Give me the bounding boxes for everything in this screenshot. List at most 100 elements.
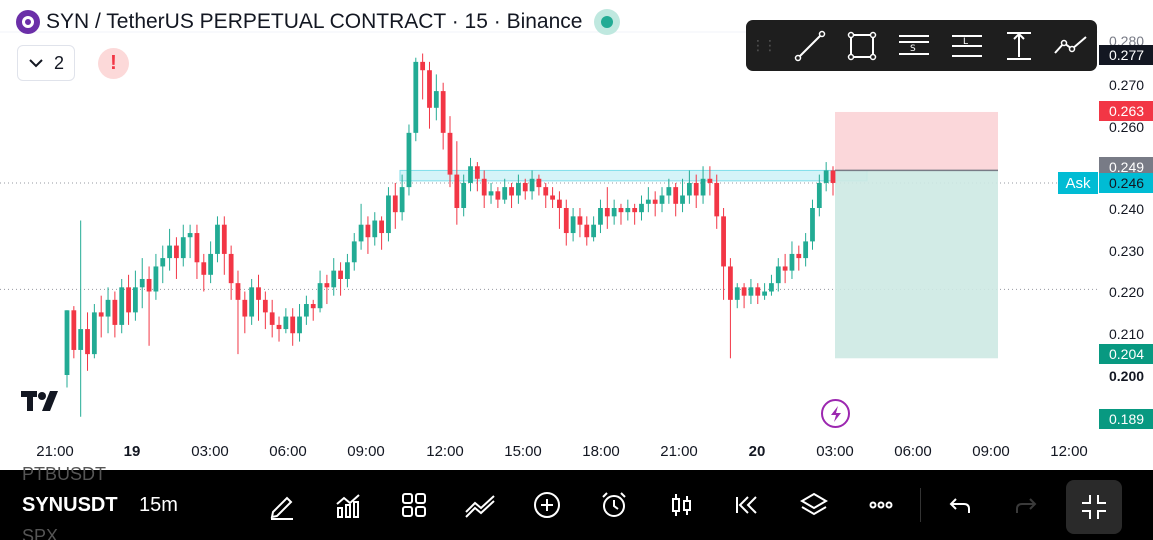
candle-body <box>392 195 398 213</box>
symbol-title: SYN / TetherUS PERPETUAL CONTRACT · 15 ·… <box>46 10 583 33</box>
ask-price-label: 0.246 <box>1099 173 1153 193</box>
candle-body <box>454 174 460 208</box>
candles-icon[interactable] <box>663 487 699 523</box>
tradingview-logo[interactable] <box>20 388 64 421</box>
candle-body <box>78 329 84 350</box>
alarm-clock-icon[interactable] <box>596 487 632 523</box>
candle-body <box>673 187 679 204</box>
candle-body <box>187 233 193 238</box>
candle-body <box>386 195 391 234</box>
candle-body <box>105 299 111 317</box>
candle-body <box>269 312 275 325</box>
alert-icon[interactable]: ! <box>98 48 129 79</box>
candle-body <box>789 253 795 271</box>
lightning-icon[interactable] <box>821 399 850 428</box>
candle-body <box>64 310 70 375</box>
candle-body <box>474 166 480 179</box>
price-chart[interactable] <box>0 0 1153 470</box>
candle-body <box>317 283 323 309</box>
candle-body <box>283 316 289 330</box>
price-range-icon[interactable] <box>993 20 1045 71</box>
market-open-icon[interactable] <box>594 9 621 35</box>
time-label-day: 20 <box>748 443 766 460</box>
last-price-label: 0.277 <box>1099 45 1153 65</box>
time-label: 09:00 <box>972 443 1010 460</box>
candle-body <box>625 208 631 213</box>
more-icon[interactable] <box>863 487 899 523</box>
exit-fullscreen-icon[interactable] <box>1066 480 1122 534</box>
candle-body <box>522 182 528 192</box>
stop-loss-price-label: 0.263 <box>1099 101 1153 121</box>
candle-body <box>427 70 432 108</box>
candle-body <box>132 287 138 313</box>
path-icon[interactable] <box>1045 20 1097 71</box>
candle-body <box>680 195 685 204</box>
drag-handle-icon[interactable]: ⋮⋮ <box>751 37 777 53</box>
layers-icon[interactable] <box>796 487 832 523</box>
candle-body <box>91 312 97 355</box>
price-tick: 0.200 <box>1109 368 1145 384</box>
candle-body <box>345 262 350 279</box>
candle-body <box>816 182 822 208</box>
time-label: 09:00 <box>347 443 385 460</box>
candle-body <box>755 287 761 296</box>
candle-body <box>379 220 385 234</box>
indicators-icon[interactable] <box>330 487 366 523</box>
time-label: 21:00 <box>36 443 74 460</box>
long-position-icon[interactable]: L <box>941 20 993 71</box>
bottom-toolbar: PTBUSDT SYNUSDT SPX 15m <box>0 464 1153 540</box>
candle-body <box>639 203 644 213</box>
candle-body <box>536 178 542 188</box>
candle-body <box>611 208 617 217</box>
candle-body <box>112 299 118 325</box>
candle-body <box>502 187 508 200</box>
chart-area[interactable]: SYN / TetherUS PERPETUAL CONTRACT · 15 ·… <box>0 0 1153 470</box>
candle-body <box>228 253 234 284</box>
time-label: 06:00 <box>894 443 932 460</box>
compare-icon[interactable] <box>462 487 498 523</box>
price-tick: 0.230 <box>1109 243 1145 259</box>
drawing-toolbar: ⋮⋮ S L <box>746 20 1097 71</box>
time-label: 12:00 <box>1050 443 1088 460</box>
ghost-symbol-above: PTBUSDT <box>22 464 107 484</box>
replay-icon[interactable] <box>729 487 765 523</box>
time-label: 12:00 <box>426 443 464 460</box>
candle-body <box>700 178 706 196</box>
candle-body <box>632 208 638 213</box>
svg-text:S: S <box>910 44 916 54</box>
take-profit-zone <box>835 170 998 359</box>
candle-body <box>782 266 788 271</box>
undo-icon[interactable] <box>942 487 978 523</box>
interval-selector[interactable]: 15m <box>139 494 178 516</box>
time-label-day: 19 <box>123 443 141 460</box>
chevron-down-icon <box>29 59 43 68</box>
trend-line-icon[interactable] <box>784 20 836 71</box>
collapse-indicators-button[interactable]: 2 <box>17 45 75 81</box>
candle-body <box>399 187 405 213</box>
rectangle-icon[interactable] <box>836 20 888 71</box>
layout-grid-icon[interactable] <box>396 487 432 523</box>
price-tick: 0.270 <box>1109 77 1145 93</box>
add-icon[interactable] <box>529 487 565 523</box>
candle-body <box>591 224 597 238</box>
entry-price-label: 0.249 <box>1099 157 1153 177</box>
symbol-selector[interactable]: SYNUSDT <box>22 494 118 516</box>
candle-body <box>351 241 357 263</box>
redo-icon[interactable] <box>1008 487 1044 523</box>
time-label: 03:00 <box>191 443 229 460</box>
indicator-count: 2 <box>53 52 64 73</box>
symbol-header[interactable]: SYN / TetherUS PERPETUAL CONTRACT · 15 ·… <box>16 9 621 35</box>
candle-body <box>557 199 562 208</box>
ghost-symbol-below: SPX <box>22 526 59 540</box>
candle-body <box>139 278 145 288</box>
fib-retracement-icon[interactable]: S <box>888 20 940 71</box>
take-profit-price-label: 0.204 <box>1099 344 1153 364</box>
candle-body <box>686 182 692 196</box>
candle-body <box>461 182 467 208</box>
candle-body <box>604 208 610 217</box>
candle-body <box>563 208 569 234</box>
candle-body <box>741 287 747 296</box>
pencil-icon[interactable] <box>264 487 300 523</box>
candle-body <box>256 287 261 300</box>
price-tick: 0.260 <box>1109 119 1145 135</box>
